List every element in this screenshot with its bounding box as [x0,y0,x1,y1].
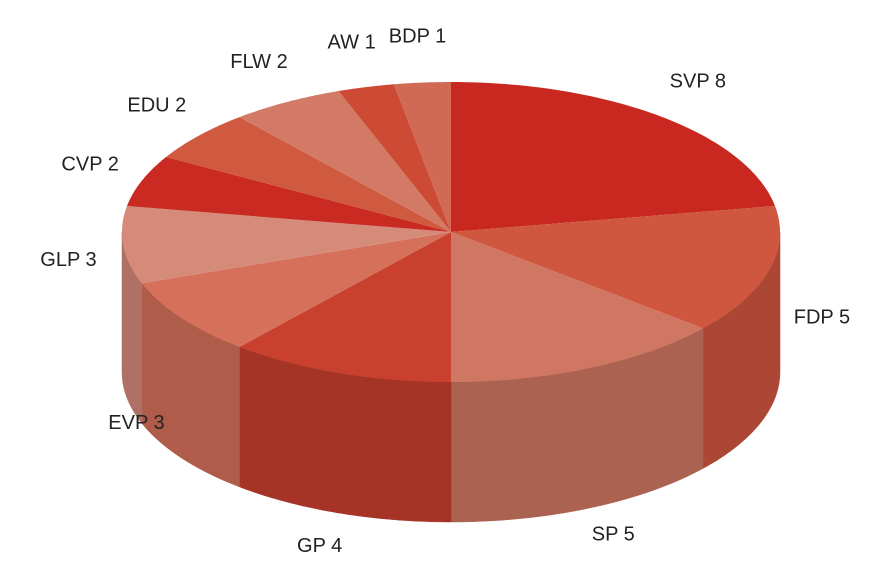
slice-label-category: SP [592,524,618,546]
slice-label-category: EVP [108,412,148,434]
slice-label-value: 2 [277,51,288,73]
slice-label: SP 5 [592,524,635,546]
slice-label-category: GLP [40,249,80,271]
slice-label-category: SVP [670,71,710,93]
slice [451,232,703,382]
slice-label: SVP 8 [670,71,726,93]
slice [166,117,451,232]
slice-label-value: 5 [624,524,635,546]
slice-label-category: FLW [230,51,271,73]
slice-label-value: 3 [86,249,97,271]
slice-label-category: GP [297,535,326,557]
slice-label: BDP 1 [389,26,446,48]
slice [127,157,451,232]
slice-label-category: FDP [794,307,834,329]
slice-label-value: 5 [839,307,850,329]
slice-label-value: 2 [108,154,119,176]
slice-label-category: CVP [61,154,102,176]
slice [239,232,451,382]
slice-label-value: 4 [331,535,342,557]
slice [141,232,452,347]
slice [451,82,775,232]
slice-label-value: 2 [175,95,186,117]
slice-label: FDP 5 [794,307,850,329]
slice-label-category: BDP [389,26,430,48]
slice-label: GP 4 [297,535,342,557]
slice [239,91,451,232]
slice [338,84,451,232]
slice-label: FLW 2 [230,51,287,73]
slice-label-value: 1 [435,26,446,48]
slice [393,82,451,232]
slice [451,206,780,329]
slice-label: GLP 3 [40,249,96,271]
slice-label: CVP 2 [61,154,118,176]
slice-label: EVP 3 [108,412,164,434]
slice-label-value: 1 [365,32,376,54]
slice [122,206,451,284]
slice-label-value: 8 [715,71,726,93]
slice-label: AW 1 [328,32,376,54]
slice-label-value: 3 [154,412,165,434]
slice-label-category: EDU [127,95,169,117]
slice-label: EDU 2 [127,95,186,117]
slice-label-category: AW [328,32,360,54]
